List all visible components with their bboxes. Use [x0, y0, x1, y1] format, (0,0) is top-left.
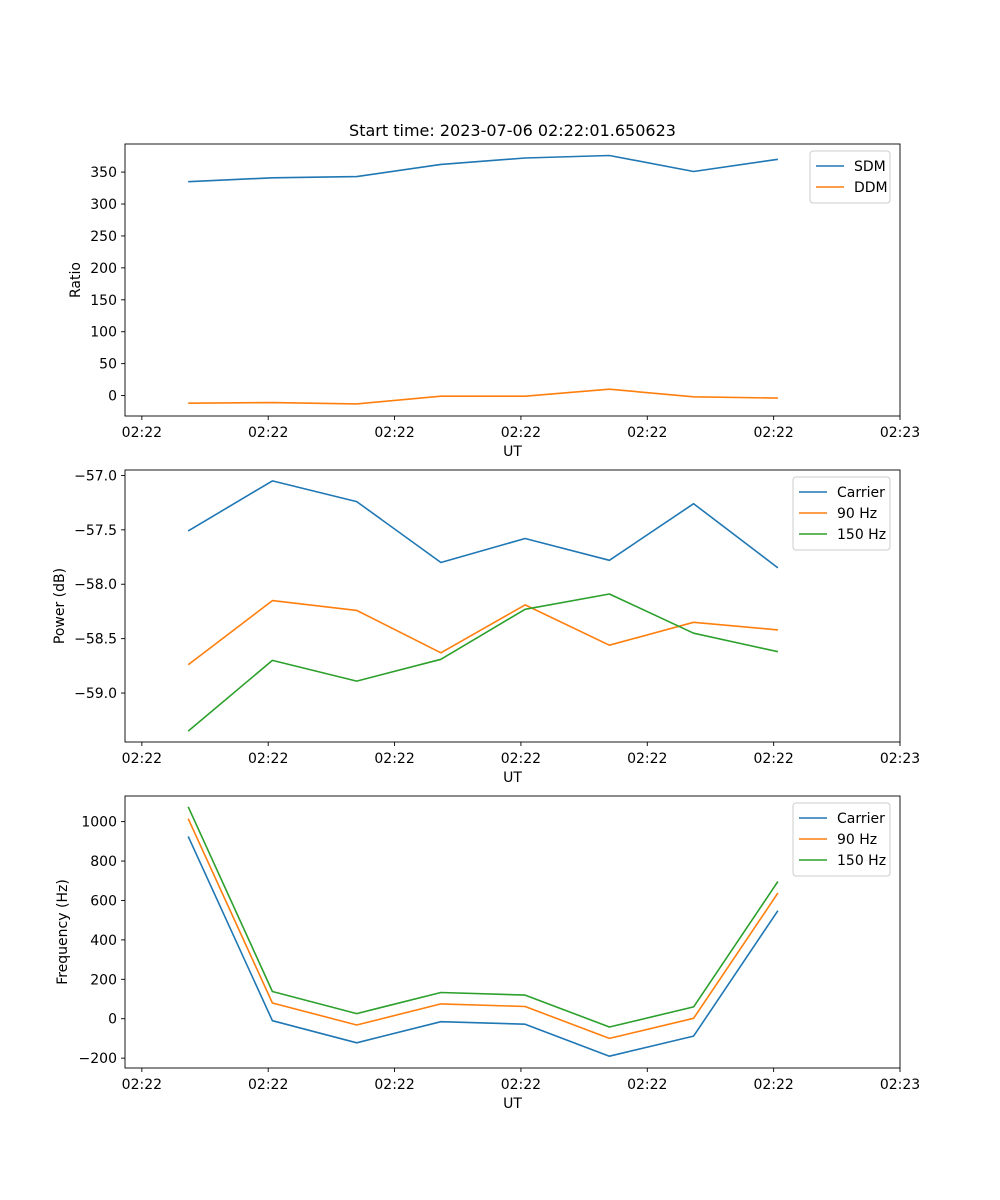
y-tick-label: 0 — [108, 389, 117, 405]
plot-frame — [124, 143, 901, 417]
legend-box — [792, 802, 891, 877]
chart-panel-1: 02:22 02:22 02:22 02:22 02:22 02:22 02:23 0 50 10… — [68, 143, 920, 460]
x-tick-label: 02:22 — [753, 1077, 793, 1093]
x-tick-label: 02:22 — [248, 1077, 288, 1093]
y-tick-label: −57.0 — [74, 468, 117, 484]
x-tick-label: 02:22 — [627, 425, 667, 441]
x-tick-label: 02:22 — [374, 425, 414, 441]
legend-label: 90 Hz — [837, 832, 877, 848]
y-tick-label: 0 — [108, 1012, 117, 1028]
legend-label: 150 Hz — [837, 853, 886, 869]
chart-panel-3: 02:22 02:22 02:22 02:22 02:22 02:22 02:23 −200 0… — [55, 795, 920, 1112]
y-tick-label: 150 — [90, 293, 117, 309]
x-tick-label: 02:22 — [501, 425, 541, 441]
y-tick-label: −59.0 — [74, 686, 117, 702]
x-tick-label: 02:22 — [374, 751, 414, 767]
y-tick-label: −200 — [79, 1051, 117, 1067]
x-tick-label: 02:23 — [880, 751, 920, 767]
x-tick-label: 02:22 — [248, 751, 288, 767]
legend-box — [792, 476, 891, 551]
x-axis-label: UT — [503, 444, 522, 460]
x-tick-label: 02:22 — [753, 751, 793, 767]
series-line-carrier — [187, 480, 779, 569]
legend-label: DDM — [854, 180, 888, 196]
y-tick-label: 100 — [90, 325, 117, 341]
series-line-sdm — [188, 154, 779, 183]
y-axis-label: Frequency (Hz) — [55, 879, 71, 985]
legend-label: Carrier — [837, 811, 885, 827]
x-tick-label: 02:22 — [374, 1077, 414, 1093]
x-tick-label: 02:22 — [122, 1077, 162, 1093]
y-tick-label: 350 — [90, 165, 117, 181]
series-line-90-hz — [187, 818, 779, 1040]
x-tick-label: 02:22 — [501, 751, 541, 767]
y-tick-label: 1000 — [81, 815, 117, 831]
x-tick-label: 02:22 — [501, 1077, 541, 1093]
chart-panels: 02:22 02:22 02:22 02:22 02:22 02:22 02:23 0 50 10… — [52, 143, 920, 1112]
x-tick-label: 02:23 — [880, 1077, 920, 1093]
legend: SDM DDM — [809, 150, 891, 204]
series-line-ddm — [188, 388, 778, 405]
chart-panel-2: 02:22 02:22 02:22 02:22 02:22 02:22 02:23 −59.0… — [52, 468, 920, 786]
x-tick-label: 02:22 — [627, 751, 667, 767]
plot-frame — [124, 795, 901, 1069]
x-tick-label: 02:22 — [753, 425, 793, 441]
y-tick-label: −57.5 — [74, 523, 117, 539]
y-tick-label: −58.5 — [74, 632, 117, 648]
series-line-carrier — [187, 836, 779, 1057]
legend-label: 90 Hz — [837, 506, 877, 522]
y-tick-label: 400 — [90, 933, 117, 949]
y-tick-label: 200 — [90, 972, 117, 988]
x-tick-label: 02:22 — [122, 425, 162, 441]
y-tick-label: 50 — [99, 357, 117, 373]
legend: Carrier 90 Hz 150 Hz — [792, 802, 891, 877]
legend-label: 150 Hz — [837, 527, 886, 543]
legend: Carrier 90 Hz 150 Hz — [792, 476, 891, 551]
legend-box — [809, 150, 891, 204]
x-tick-label: 02:23 — [880, 425, 920, 441]
y-axis-label: Power (dB) — [52, 568, 68, 644]
x-axis-label: UT — [503, 1096, 522, 1112]
x-tick-label: 02:22 — [627, 1077, 667, 1093]
y-tick-label: 200 — [90, 261, 117, 277]
chart-title: Start time: 2023-07-06 02:22:01.650623 — [349, 121, 676, 140]
plot-frame — [124, 469, 901, 743]
y-axis-label: Ratio — [68, 262, 84, 298]
x-tick-label: 02:22 — [248, 425, 288, 441]
legend-label: SDM — [854, 159, 886, 175]
x-tick-label: 02:22 — [122, 751, 162, 767]
y-tick-label: 300 — [90, 197, 117, 213]
x-axis-label: UT — [503, 770, 522, 786]
y-tick-label: −58.0 — [74, 577, 117, 593]
y-tick-label: 600 — [90, 893, 117, 909]
series-line-150-hz — [187, 806, 779, 1028]
y-tick-label: 800 — [90, 854, 117, 870]
legend-label: Carrier — [837, 485, 885, 501]
y-tick-label: 250 — [90, 229, 117, 245]
series-line-150-hz — [187, 593, 779, 732]
